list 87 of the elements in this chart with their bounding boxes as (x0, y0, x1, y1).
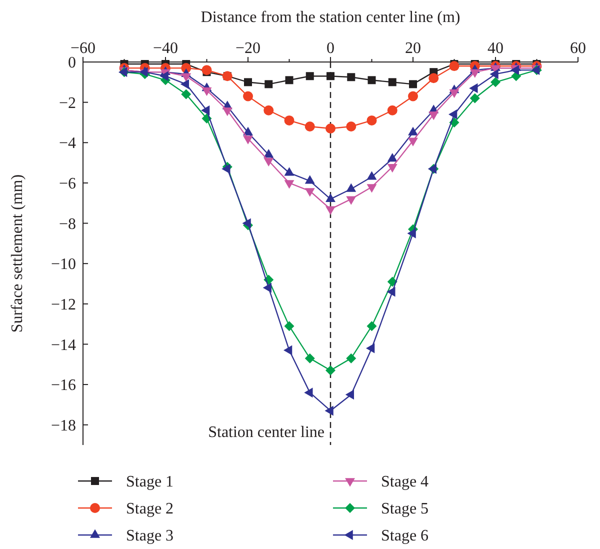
point (284, 321, 294, 332)
legend-label: Stage 1 (126, 474, 174, 491)
point (284, 180, 294, 189)
point (368, 76, 376, 84)
point (345, 390, 354, 400)
point (304, 122, 315, 132)
point (160, 71, 168, 82)
x-tick-label: 0 (326, 40, 334, 57)
point (306, 72, 314, 80)
y-tick-label: −12 (50, 296, 76, 314)
point (409, 80, 417, 88)
point (366, 343, 375, 354)
legend-label: Stage 2 (126, 500, 174, 518)
y-tick-label: −10 (50, 256, 76, 274)
point (448, 109, 458, 120)
point (428, 73, 439, 84)
point (201, 105, 210, 116)
y-axis-title: Surface settlement (mm) (9, 174, 26, 333)
point (428, 164, 436, 174)
y-tick-label: −2 (58, 94, 76, 112)
x-tick-label: −60 (70, 40, 96, 57)
point (181, 73, 192, 82)
x-tick-label: −20 (235, 40, 261, 57)
point (346, 353, 356, 364)
point (284, 345, 292, 356)
y-tick-label: −14 (50, 336, 76, 354)
point (284, 115, 294, 126)
x-axis-title: Distance from the station center line (m) (200, 9, 460, 26)
point (304, 388, 313, 398)
point (366, 115, 377, 126)
legend-label: Stage 5 (381, 500, 429, 518)
point (428, 112, 439, 120)
point (264, 105, 274, 116)
point (262, 282, 272, 293)
point (387, 105, 398, 116)
y-tick-label: −6 (58, 176, 76, 193)
point (202, 65, 212, 76)
x-tick-label: 20 (405, 40, 421, 57)
point (304, 188, 315, 197)
y-tick-label: −16 (50, 377, 76, 394)
point (469, 83, 478, 94)
point (180, 79, 189, 90)
point (222, 108, 232, 116)
point (387, 164, 398, 173)
point (510, 65, 519, 76)
point (181, 89, 192, 100)
point (449, 61, 460, 72)
point (388, 78, 396, 86)
legend-label: Stage 4 (381, 474, 429, 491)
y-tick-label: −8 (58, 216, 76, 233)
point (243, 91, 253, 102)
point (347, 73, 356, 82)
point (490, 69, 498, 80)
x-tick-label: 60 (570, 40, 586, 57)
point (326, 365, 336, 376)
point (407, 228, 416, 238)
point (490, 77, 500, 88)
point (243, 136, 253, 144)
point (326, 124, 336, 134)
point (408, 91, 418, 102)
point (449, 89, 460, 98)
x-tick-label: 40 (488, 40, 504, 57)
point (285, 76, 294, 84)
point (366, 184, 377, 193)
point (387, 276, 398, 287)
point (264, 158, 274, 167)
point (346, 122, 356, 132)
legend-label: Stage 3 (126, 528, 174, 545)
point (324, 406, 334, 416)
point (366, 321, 377, 332)
x-tick-label: −40 (152, 40, 178, 57)
y-tick-label: −18 (50, 417, 76, 434)
y-tick-label: 0 (68, 54, 76, 72)
legend-label: Stage 6 (381, 528, 429, 545)
point (346, 196, 356, 205)
point (326, 206, 336, 215)
point (304, 353, 315, 364)
y-tick-label: −4 (58, 135, 76, 152)
ref-line-label: Station center line (208, 424, 324, 441)
point (470, 69, 480, 78)
point (470, 93, 480, 104)
point (326, 72, 334, 80)
point (202, 87, 212, 96)
point (386, 286, 396, 297)
point (264, 80, 273, 88)
point (244, 78, 252, 86)
point (408, 138, 418, 146)
